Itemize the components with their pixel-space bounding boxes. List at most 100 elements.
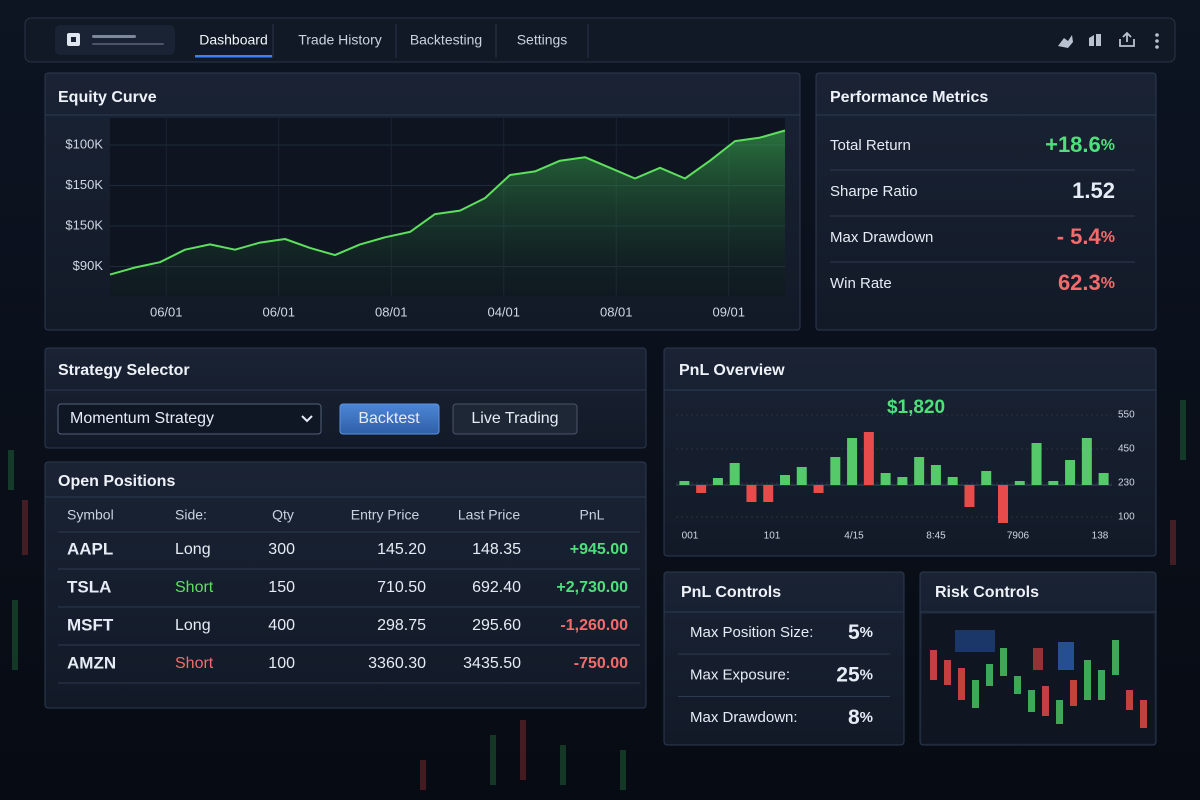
tab-label: Dashboard <box>199 32 268 48</box>
icon-stats[interactable] <box>1089 34 1101 46</box>
control-value[interactable]: 25% <box>836 663 873 686</box>
metric-unit: % <box>1101 137 1115 154</box>
metric-unit: % <box>1101 229 1115 246</box>
pnl-bar <box>796 467 807 485</box>
pnl-total: $1,820 <box>887 397 945 418</box>
pnl-bar <box>947 477 958 485</box>
x-tick-label: 04/01 <box>487 304 520 319</box>
button-label: Backtest <box>358 410 420 427</box>
cell-side: Short <box>175 579 214 596</box>
control-label: Max Exposure: <box>690 666 790 683</box>
pnl-bar <box>1014 481 1025 485</box>
icon-upload[interactable] <box>1119 31 1135 47</box>
y-tick-label: $100K <box>65 136 103 151</box>
panel-title: PnL Controls <box>681 584 781 601</box>
cell-qty: 400 <box>268 617 295 634</box>
x-tick-label: 06/01 <box>150 304 183 319</box>
tab-label: Backtesting <box>410 32 482 48</box>
pnl-bar <box>746 485 757 502</box>
metric-number: 1.52 <box>1072 178 1115 203</box>
nav-tab[interactable]: Dashboard <box>195 20 274 60</box>
tab-underline <box>195 55 272 58</box>
pnl-bar <box>998 485 1008 523</box>
top-bar <box>24 17 1176 63</box>
y-tick-label: $150K <box>65 177 103 192</box>
metric-label: Sharpe Ratio <box>830 183 918 200</box>
logo-line <box>92 35 136 38</box>
x-tick-label: 7906 <box>1007 531 1030 542</box>
panel-title: PnL Overview <box>679 362 785 379</box>
strategy-dropdown[interactable] <box>57 403 322 435</box>
pnl-bar <box>813 485 824 493</box>
panel-title: Equity Curve <box>58 89 157 106</box>
dropdown-chevron <box>301 415 313 423</box>
icon-menu-dot <box>1155 39 1159 43</box>
cell-symbol: TSLA <box>67 577 111 596</box>
cell-side: Short <box>175 655 214 672</box>
cell-symbol: AAPL <box>67 539 113 558</box>
cell-last: 3435.50 <box>463 655 521 672</box>
control-unit: % <box>860 709 873 726</box>
cell-pnl: +945.00 <box>570 541 628 558</box>
y-tick-label: $150K <box>65 217 103 232</box>
metric-value: 62.3% <box>1058 270 1115 295</box>
logo[interactable] <box>55 25 175 55</box>
panel-title: Performance Metrics <box>830 89 988 106</box>
panel <box>663 571 905 746</box>
control-label: Max Drawdown: <box>690 709 798 726</box>
pnl-bar <box>1098 473 1109 485</box>
cell-qty: 150 <box>268 579 295 596</box>
nav-tab[interactable]: Backtesting <box>397 20 497 60</box>
pnl-bar <box>1031 443 1042 485</box>
backtest-button[interactable] <box>339 403 440 435</box>
panel <box>44 461 647 709</box>
panel-title: Risk Controls <box>935 584 1039 601</box>
icon-menu-dot[interactable] <box>1155 33 1159 37</box>
x-tick-label: 4/15 <box>844 531 864 542</box>
pnl-bar <box>1081 438 1092 485</box>
control-number: 25 <box>836 663 860 686</box>
y-tick-label: 230 <box>1118 478 1135 489</box>
pnl-bar <box>914 457 925 485</box>
metric-number: +18.6 <box>1045 132 1101 157</box>
metric-number: - 5.4 <box>1057 224 1102 249</box>
pnl-bar <box>679 481 690 485</box>
nav-tab[interactable]: Settings <box>497 20 589 60</box>
live-trading-button[interactable] <box>452 403 578 435</box>
control-unit: % <box>860 624 873 641</box>
control-value[interactable]: 5% <box>848 621 873 644</box>
icon-share[interactable] <box>1058 35 1073 48</box>
metric-unit: % <box>1101 275 1115 292</box>
cell-symbol: MSFT <box>67 615 114 634</box>
cell-entry: 710.50 <box>377 579 426 596</box>
pnl-bar <box>880 473 891 485</box>
metric-value: +18.6% <box>1045 132 1115 157</box>
metric-value: 1.52 <box>1072 178 1115 203</box>
cell-symbol: AMZN <box>67 653 116 672</box>
pnl-bar <box>930 465 941 485</box>
pnl-bar <box>780 475 790 485</box>
column-header: Symbol <box>67 507 114 523</box>
column-header: Last Price <box>458 507 520 523</box>
pnl-bar <box>964 485 975 507</box>
pnl-bar <box>897 477 908 485</box>
toolbar-icons <box>1058 31 1159 49</box>
logo-icon-inner <box>71 37 76 42</box>
panel <box>815 72 1157 331</box>
tab-label: Trade History <box>298 32 382 48</box>
control-unit: % <box>860 666 873 683</box>
control-number: 5 <box>848 621 860 644</box>
y-tick-label: $90K <box>73 258 104 273</box>
cell-qty: 100 <box>268 655 295 672</box>
control-number: 8 <box>848 706 860 729</box>
control-value[interactable]: 8% <box>848 706 873 729</box>
pnl-bar <box>712 478 723 485</box>
cell-entry: 298.75 <box>377 617 426 634</box>
metric-label: Total Return <box>830 137 911 154</box>
cell-last: 148.35 <box>472 541 521 558</box>
x-tick-label: 101 <box>764 531 781 542</box>
nav-tab[interactable]: Trade History <box>285 20 397 60</box>
panel-title: Open Positions <box>58 473 175 490</box>
